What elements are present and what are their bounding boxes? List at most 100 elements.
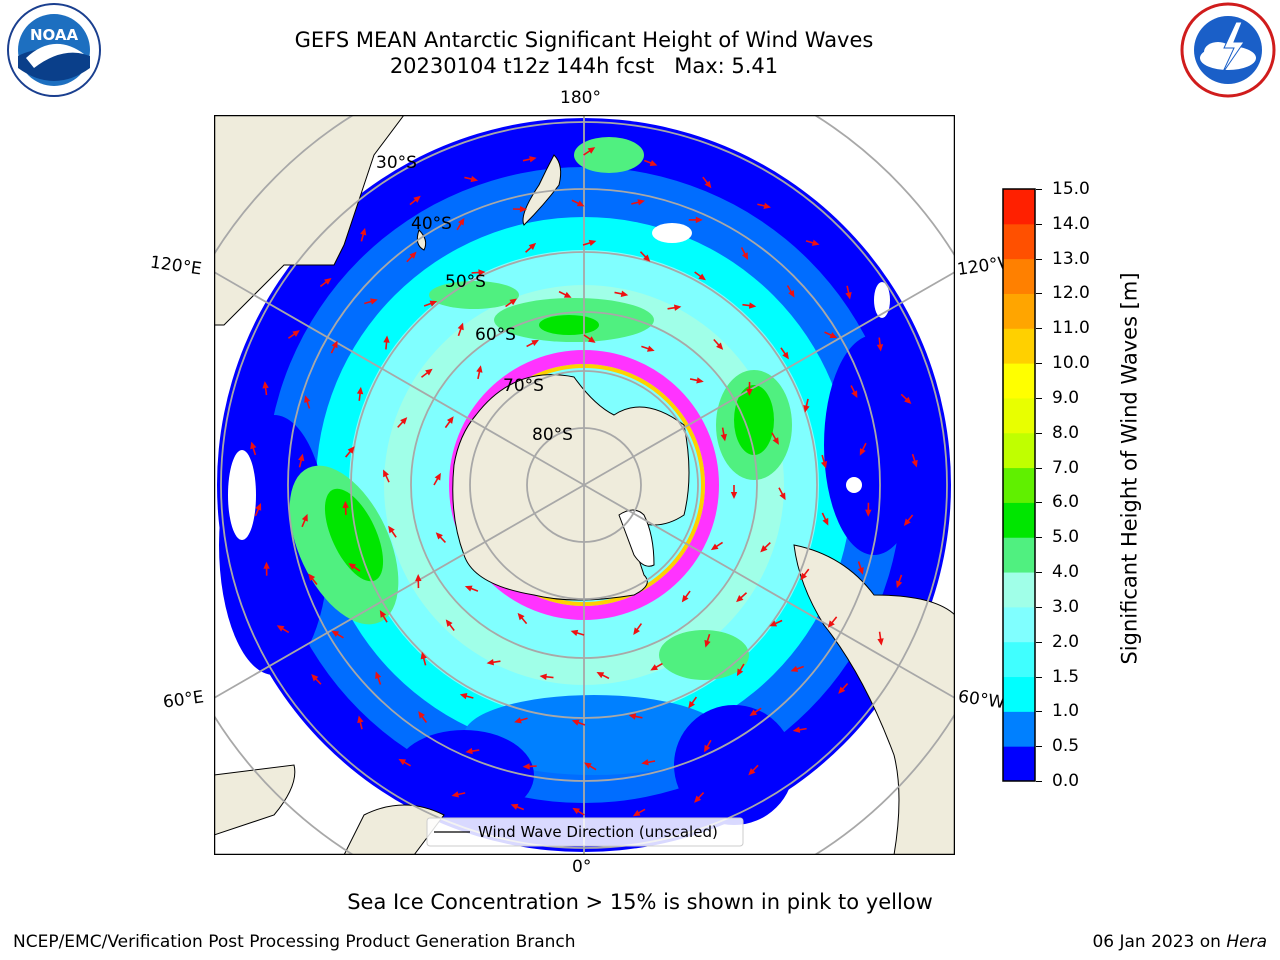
wave-arrow-head	[698, 273, 706, 281]
lat-label-50s: 50°S	[445, 272, 486, 292]
wave-arrow-head	[749, 709, 758, 716]
wave-arrow-head	[716, 342, 724, 350]
colorbar-tick-mark	[1036, 189, 1042, 190]
wave-arrow-head	[736, 595, 744, 603]
wave-arrow-head	[587, 336, 596, 343]
wave-arrow-head	[694, 795, 702, 803]
wave-arrow-head	[348, 563, 357, 570]
wave-arrow-head	[434, 472, 441, 481]
wave-arrow-head	[308, 573, 316, 582]
colorbar-tick-label: 9.0	[1052, 387, 1080, 408]
wave-arrow-head	[262, 381, 269, 389]
wave-arrow-head	[388, 525, 395, 534]
wave-arrow-head	[877, 638, 884, 646]
wave-arrow-head	[347, 446, 355, 454]
wave-arrow-head	[790, 665, 799, 672]
wave-arrow-head	[357, 715, 364, 724]
wave-arrow-head	[400, 417, 408, 425]
wave-arrow-head	[628, 713, 637, 720]
wave-arrow-head	[413, 195, 421, 203]
legend-label: Wind Wave Direction (unscaled)	[478, 823, 718, 841]
wind-wave-arrows	[250, 147, 918, 817]
wave-arrow-head	[276, 625, 285, 632]
lat-label-30s: 30°S	[376, 153, 417, 173]
wave-arrow-head	[571, 719, 580, 726]
colorbar-tick-mark	[1036, 572, 1042, 574]
colorbar-tick-label: 13.0	[1052, 248, 1090, 269]
colorbar-tick-mark	[1036, 537, 1042, 539]
wave-arrow-head	[650, 664, 658, 671]
lat-label-80s: 80°S	[532, 425, 573, 445]
wave-arrow-head	[311, 674, 319, 682]
colorbar-tick-mark	[1036, 606, 1042, 608]
wave-arrow-head	[782, 351, 789, 360]
wave-arrow-head	[342, 500, 349, 509]
wave-arrow-head	[383, 335, 390, 343]
wave-arrow-head	[851, 390, 858, 399]
wave-arrow-head	[710, 543, 719, 551]
wave-arrow-head	[811, 239, 820, 246]
colorbar-tick-mark	[1036, 746, 1042, 748]
wave-arrow-head	[748, 302, 757, 309]
wave-arrow-head	[704, 180, 712, 189]
wave-arrow-head	[250, 441, 257, 450]
colorbar-band	[1003, 328, 1035, 364]
wave-arrow-head	[563, 291, 572, 298]
noaa-logo: NOAA	[7, 3, 101, 97]
colorbar-band	[1003, 676, 1035, 712]
wave-arrow-head	[647, 345, 655, 352]
wave-arrow-head	[539, 673, 547, 680]
colorbar-tick-mark	[1036, 641, 1042, 643]
wave-arrow-head	[760, 545, 768, 553]
wave-arrow-head	[633, 627, 640, 635]
wave-arrow-head	[588, 239, 597, 246]
wave-arrow-head	[641, 759, 649, 766]
lat-label-70s: 70°S	[503, 376, 544, 396]
wave-arrow-head	[845, 291, 852, 300]
wave-arrow-head	[445, 619, 453, 627]
wave-arrow-head	[476, 365, 483, 373]
wave-arrow-head	[478, 269, 486, 276]
colorbar-band	[1003, 363, 1035, 399]
wave-arrow-head	[370, 298, 378, 305]
colorbar-tick-label: 3.0	[1052, 596, 1080, 617]
colorbar-band	[1003, 746, 1035, 782]
wave-arrow-head	[822, 517, 829, 526]
wave-arrow-head	[356, 386, 364, 395]
wave-arrow-head	[829, 332, 838, 339]
wave-arrow-head	[911, 459, 918, 468]
wave-arrow-head	[730, 492, 738, 499]
wave-arrow-head	[459, 693, 468, 700]
wave-arrow-head	[517, 612, 525, 621]
wave-arrow-head	[383, 469, 389, 478]
wave-arrow-head	[772, 437, 779, 445]
colorbar-tick-label: 0.5	[1052, 736, 1080, 757]
wave-arrow-head	[673, 304, 682, 311]
lon-label-180: 180°	[560, 88, 601, 108]
wave-arrow-head	[360, 227, 367, 236]
wave-arrow-head	[800, 572, 808, 581]
wave-arrow-head	[643, 254, 651, 262]
nws-logo	[1180, 2, 1276, 98]
wave-arrow-head	[748, 768, 756, 776]
colorbar-tick-mark	[1036, 363, 1042, 365]
colorbar-tick-label: 11.0	[1052, 318, 1090, 339]
colorbar-band	[1003, 467, 1035, 503]
colorbar-tick-mark	[1036, 711, 1042, 713]
wave-arrow-head	[838, 686, 846, 694]
colorbar-tick-mark	[1036, 258, 1042, 260]
wave-arrow-head	[827, 620, 835, 628]
wave-arrow-head	[572, 807, 581, 815]
footer-date: 06 Jan 2023 on Hera	[1092, 932, 1267, 952]
wave-arrow-head	[457, 322, 464, 331]
colorbar-band	[1003, 502, 1035, 538]
wave-arrow-head	[596, 672, 605, 679]
colorbar-band	[1003, 711, 1035, 747]
wave-arrow-head	[637, 199, 645, 206]
wave-arrow-head	[522, 763, 530, 770]
wave-arrow-head	[451, 791, 460, 798]
colorbar-tick-label: 4.0	[1052, 562, 1080, 583]
wave-arrow-head	[803, 405, 810, 413]
wave-arrow-head	[458, 217, 465, 226]
colorbar-tick-label: 8.0	[1052, 422, 1080, 443]
